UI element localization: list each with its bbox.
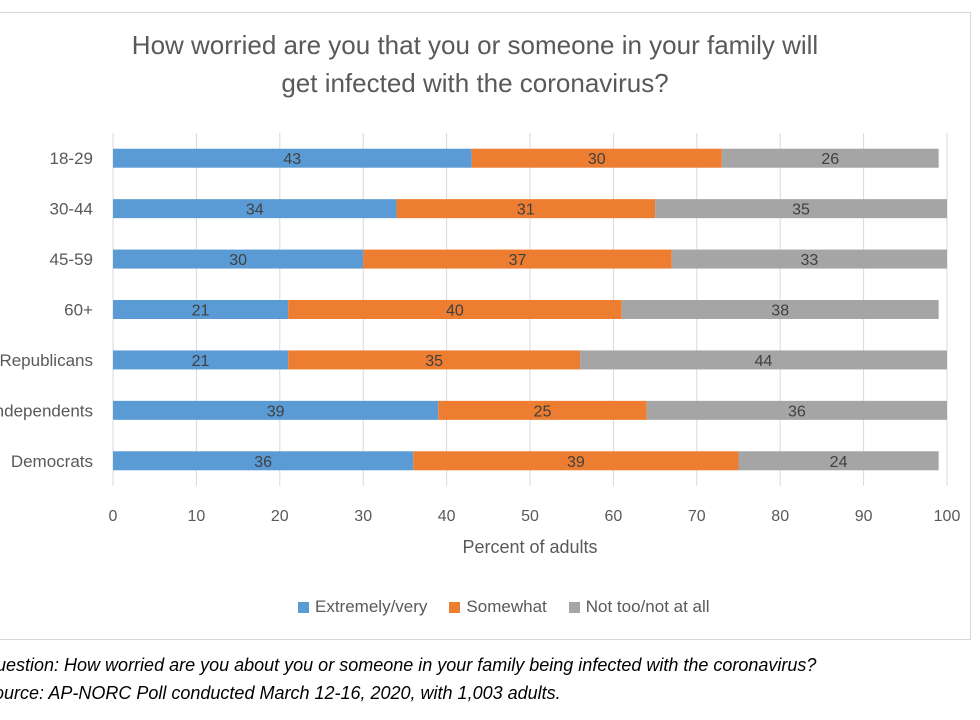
bar-segment: [396, 199, 656, 219]
x-tick-label: 20: [271, 508, 289, 525]
x-tick-label: 100: [934, 508, 961, 525]
legend-item: Somewhat: [449, 597, 547, 617]
bar-segment: [738, 451, 939, 471]
data-label: 31: [517, 202, 535, 219]
bar-segment: [671, 249, 947, 269]
data-label: 36: [254, 454, 272, 471]
x-axis-title: Percent of adults: [462, 537, 597, 557]
bar-segment: [113, 400, 439, 420]
x-tick-label: 70: [688, 508, 706, 525]
bar-segment: [363, 249, 672, 269]
data-label: 37: [509, 252, 527, 269]
data-label: 25: [534, 403, 552, 420]
data-label: 34: [246, 202, 264, 219]
legend-label: Not too/not at all: [585, 597, 710, 616]
bar-segment: [646, 400, 947, 420]
category-label: 18-29: [50, 149, 93, 168]
category-label: 30-44: [50, 200, 93, 219]
bar-segment: [113, 148, 472, 168]
bar-segment: [721, 148, 939, 168]
data-label: 39: [567, 454, 585, 471]
bar-segment: [288, 300, 622, 319]
data-label: 26: [821, 151, 839, 168]
data-label: 30: [588, 151, 606, 168]
legend-item: Extremely/very: [298, 597, 427, 617]
legend-swatch: [568, 601, 580, 613]
chart-footnote: Question: How worried are you about you …: [0, 651, 816, 707]
x-tick-label: 0: [109, 508, 118, 525]
chart-title-line-1: How worried are you that you or someone …: [131, 30, 819, 60]
data-label: 35: [425, 353, 443, 370]
data-label: 36: [788, 403, 806, 420]
legend-swatch: [298, 601, 309, 613]
data-label: 39: [267, 403, 285, 420]
x-tick-label: 50: [521, 508, 539, 525]
bar-segment: [413, 451, 739, 471]
data-label: 43: [283, 151, 301, 168]
data-label: 24: [830, 454, 848, 471]
bar-segment: [113, 199, 397, 219]
category-label: Independents: [0, 401, 93, 420]
legend-label: Somewhat: [466, 597, 547, 616]
x-tick-label: 40: [438, 508, 456, 525]
x-tick-label: 90: [855, 508, 873, 525]
x-tick-label: 30: [354, 508, 372, 525]
x-tick-label: 80: [771, 508, 789, 525]
x-tick-label: 10: [188, 508, 206, 525]
data-label: 38: [771, 303, 789, 320]
legend-swatch: [449, 601, 461, 613]
data-label: 40: [446, 303, 464, 320]
bar-segment: [655, 199, 947, 219]
footnote-question: Question: How worried are you about you …: [0, 655, 817, 675]
bar-segment: [113, 350, 289, 370]
chart-title-line-2: get infected with the coronavirus?: [281, 68, 669, 98]
footnote-source: Source: AP-NORC Poll conducted March 12-…: [0, 683, 561, 703]
bar-segment: [438, 400, 647, 420]
bar-segment: [471, 148, 722, 168]
bar-segment: [580, 350, 947, 370]
data-label: 21: [192, 353, 210, 370]
chart-title: How worried are you that you or someone …: [0, 26, 950, 102]
data-label: 21: [192, 303, 210, 320]
data-label: 30: [229, 252, 247, 269]
category-label: 60+: [64, 301, 93, 320]
category-label: Democrats: [11, 452, 93, 471]
chart-legend: Extremely/very Somewhat Not too/not at all: [298, 597, 732, 617]
legend-label: Extremely/very: [315, 597, 428, 616]
data-label: 44: [755, 353, 773, 370]
legend-item: Not too/not at all: [568, 597, 710, 617]
bar-segment: [113, 300, 289, 319]
category-label: 45-59: [50, 250, 93, 269]
data-label: 33: [800, 252, 818, 269]
bar-segment: [113, 451, 414, 471]
bar-segment: [621, 300, 939, 319]
x-tick-label: 60: [605, 508, 623, 525]
data-label: 35: [792, 202, 810, 219]
chart-frame: [0, 12, 971, 640]
category-label: Republicans: [0, 351, 93, 370]
bar-segment: [288, 350, 581, 370]
bar-segment: [113, 249, 364, 269]
